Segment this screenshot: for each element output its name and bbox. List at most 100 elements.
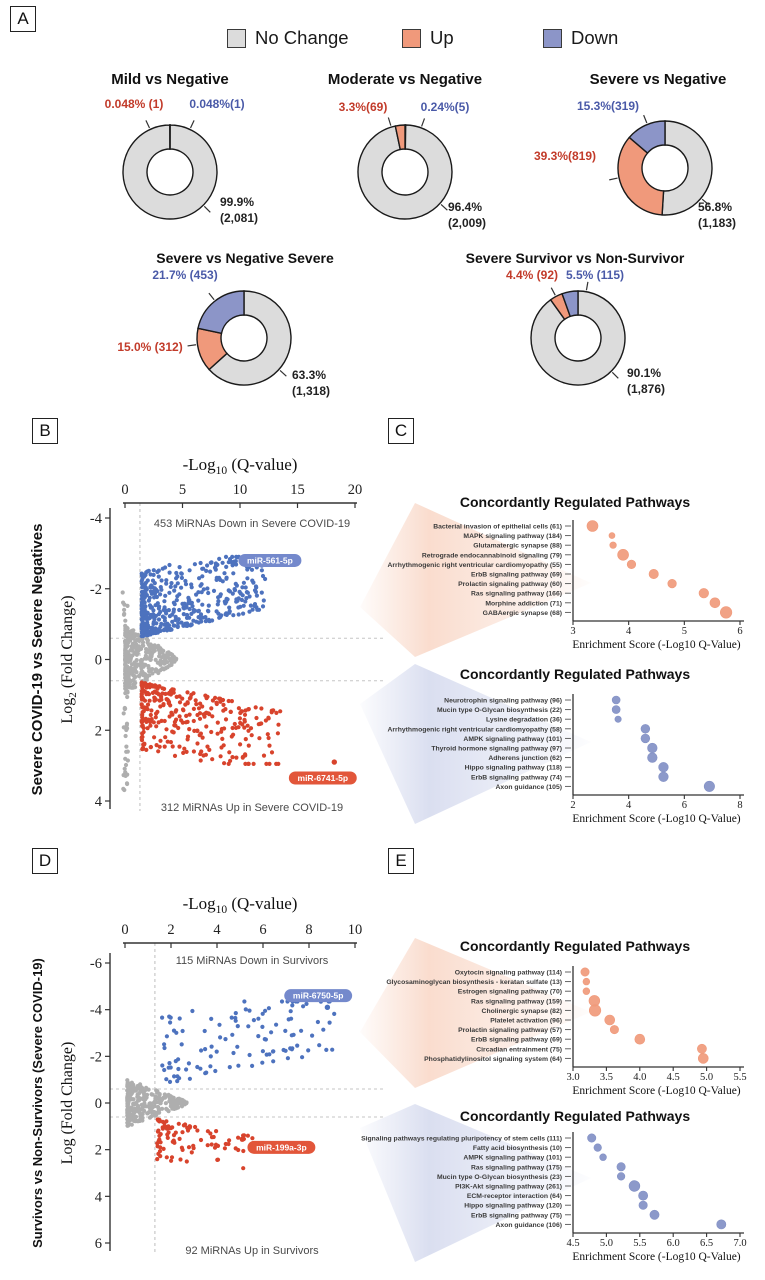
pathway-dot bbox=[649, 1209, 660, 1220]
pathway-dot bbox=[604, 1014, 616, 1026]
annotation-up-count: 92 MiRNAs Up in Survivors bbox=[185, 1245, 319, 1257]
fan-connector-d-top bbox=[360, 938, 591, 1088]
pie-leader-line bbox=[189, 120, 195, 129]
pathway-label: Retrograde endocannabinoid signaling (79… bbox=[422, 552, 562, 559]
pie-title-sevnegsev: Severe vs Negative Severe bbox=[156, 250, 334, 266]
pie-label-up-survivor: 4.4% (92) bbox=[505, 268, 559, 282]
pathway-label: Bacterial invasion of epithelial cells (… bbox=[433, 524, 562, 531]
comparison-side-label: Survivors vs Non-Survivors (Severe COVID… bbox=[30, 958, 45, 1248]
fan-connector-b-bottom bbox=[360, 664, 591, 824]
pie-label-nochange-pct: 96.4% bbox=[448, 200, 483, 214]
pie-slice-down bbox=[628, 120, 666, 155]
pie-label-nochange-count: (2,081) bbox=[220, 210, 259, 225]
pie-label-up-moderate: 3.3%(69) bbox=[338, 100, 388, 114]
x-tick-label: 6 bbox=[737, 626, 742, 637]
x-tick-label: 5.0 bbox=[600, 1238, 613, 1249]
panel-label-c: C bbox=[388, 418, 414, 444]
y-tick-label: 2 bbox=[95, 1143, 102, 1159]
y-tick-label: 0 bbox=[95, 1096, 102, 1112]
pathway-label: Glycosaminoglycan biosynthesis - keratan… bbox=[386, 979, 562, 986]
x-tick-label: 8 bbox=[305, 922, 312, 938]
pie-label-down-sevnegsev: 21.7% (453) bbox=[152, 268, 218, 282]
pathway-dot bbox=[587, 1133, 597, 1143]
pie-leader-line bbox=[145, 120, 151, 129]
pathway-label: PI3K-Akt signaling pathway (261) bbox=[455, 1184, 562, 1191]
pathway-dot bbox=[611, 705, 621, 714]
pathway-dot bbox=[617, 548, 629, 561]
pie-label-down-severe: 15.3%(319) bbox=[576, 99, 640, 113]
y-tick-label: 4 bbox=[95, 794, 103, 810]
pathway-label: Mucin type O-Glycan biosynthesis (23) bbox=[437, 1174, 562, 1181]
y-tick-label: 2 bbox=[95, 723, 102, 739]
pie-chart-severe bbox=[609, 114, 713, 216]
x-tick-label: 7.0 bbox=[733, 1238, 746, 1249]
pathway-label: Arrhythmogenic right ventricular cardiom… bbox=[388, 726, 563, 733]
annotation-down-count: 453 MiRNAs Down in Severe COVID-19 bbox=[154, 518, 350, 530]
mirna-badge-label: miR-6741-5p bbox=[298, 773, 349, 783]
labeled-mirna-point bbox=[231, 559, 237, 565]
pie-label-nochange-sevnegsev: 63.3% (1,318) bbox=[292, 368, 330, 399]
pie-label-nochange-count: (1,318) bbox=[292, 383, 331, 398]
pie-title-survivor: Severe Survivor vs Non-Survivor bbox=[465, 250, 685, 266]
y-axis-title: Log (Fold Change) bbox=[59, 1042, 76, 1165]
pathway-dot bbox=[582, 977, 591, 986]
legend-item-down: Down bbox=[543, 27, 618, 49]
mirna-badge-label: miR-6750-5p bbox=[293, 991, 344, 1001]
pathway-label: Estrogen signaling pathway (70) bbox=[458, 989, 562, 996]
legend-swatch-up bbox=[402, 28, 421, 48]
pathway-dot bbox=[638, 1190, 649, 1201]
pathway-dot bbox=[647, 752, 658, 763]
x-tick-label: 3.5 bbox=[600, 1072, 613, 1083]
mirna-badge bbox=[284, 989, 353, 1003]
pathway-label: ErbB signaling pathway (69) bbox=[471, 1037, 562, 1044]
pie-title-mild: Mild vs Negative bbox=[111, 71, 229, 88]
pathway-label: AMPK signaling pathway (101) bbox=[463, 736, 562, 743]
pathway-label: Prolactin signaling pathway (60) bbox=[458, 581, 562, 588]
fan-connector-b-top bbox=[360, 503, 591, 657]
pathway-label: AMPK signaling pathway (101) bbox=[463, 1155, 562, 1162]
scatter-cluster-gray bbox=[120, 590, 130, 623]
x-tick-label: 0 bbox=[121, 482, 128, 498]
pathway-dot bbox=[703, 780, 715, 792]
pie-leader-line bbox=[421, 118, 426, 127]
labeled-mirna-point bbox=[239, 1136, 245, 1142]
panel-label-b: B bbox=[32, 418, 58, 444]
labeled-mirna-point bbox=[324, 1004, 331, 1011]
pathway-dot bbox=[716, 1219, 727, 1230]
x-tick-label: 10 bbox=[233, 482, 248, 498]
pathway-label: Fatty acid biosynthesis (10) bbox=[473, 1145, 562, 1152]
pathway-label: Adherens junction (62) bbox=[488, 755, 562, 762]
legend-label-no-change: No Change bbox=[255, 27, 349, 48]
pie-leader-line bbox=[187, 344, 197, 347]
pathway-dot bbox=[628, 1180, 641, 1192]
pathway-dot bbox=[611, 695, 621, 705]
pie-label-up-severe: 39.3%(819) bbox=[533, 149, 597, 163]
pathway-label: Mucin type O-Glycan biosynthesis (22) bbox=[437, 707, 562, 714]
pie-leader-line bbox=[208, 292, 215, 301]
x-tick-label: 4.0 bbox=[633, 1072, 646, 1083]
pie-label-nochange-survivor: 90.1% (1,876) bbox=[627, 366, 665, 397]
x-tick-label: 2 bbox=[167, 922, 174, 938]
panel-label-e: E bbox=[388, 848, 414, 874]
annotation-up-count: 312 MiRNAs Up in Severe COVID-19 bbox=[161, 802, 343, 814]
legend-item-no-change: No Change bbox=[227, 27, 349, 49]
x-axis-title: Enrichment Score (-Log10 Q-Value) bbox=[572, 1251, 740, 1263]
pathway-label: Hippo signaling pathway (118) bbox=[465, 765, 562, 772]
pathway-dot bbox=[609, 541, 617, 549]
x-tick-label: 4 bbox=[626, 800, 632, 811]
x-tick-label: 4.5 bbox=[566, 1238, 579, 1249]
pie-slice-no-change bbox=[530, 290, 626, 386]
scatter-cluster-gray bbox=[121, 694, 130, 793]
scatter-cluster-gray bbox=[125, 1078, 189, 1128]
x-axis-title: Enrichment Score (-Log10 Q-Value) bbox=[572, 813, 740, 825]
pathway-chart-e-bottom: Signaling pathways regulating pluripoten… bbox=[361, 1132, 747, 1263]
pie-slice-no-change bbox=[208, 290, 292, 386]
fan-connector-d-bottom bbox=[360, 1104, 591, 1262]
mirna-badge bbox=[288, 771, 357, 785]
pathway-label: Platelet activation (96) bbox=[490, 1018, 562, 1025]
x-tick-label: 15 bbox=[290, 482, 305, 498]
pathway-dot bbox=[697, 1053, 709, 1064]
comparison-side-label: Severe COVID-19 vs Severe Negatives bbox=[29, 524, 46, 796]
labeled-mirna-point bbox=[331, 759, 337, 765]
scatter-cluster-gray bbox=[123, 623, 179, 696]
